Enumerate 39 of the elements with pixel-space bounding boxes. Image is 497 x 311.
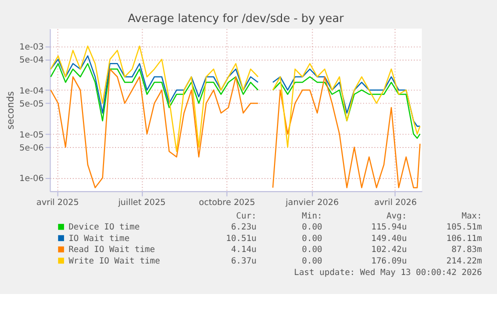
text: Last update: Wed May 13 00:00:42 2026 (294, 266, 482, 277)
legend-label: Device IO time (68, 222, 140, 232)
text: Avg: (386, 210, 407, 220)
text: 4.14u (231, 244, 256, 254)
y-tick-label: 1e-03 (19, 41, 44, 52)
y-tick-label: 1e-04 (19, 85, 44, 96)
y-tick-label: 5e-04 (19, 54, 44, 65)
x-tick-label: avril 2026 (374, 196, 417, 207)
text: 0.00 (302, 244, 322, 254)
text: 6.37u (231, 256, 256, 266)
text: 149.40u (371, 232, 407, 243)
y-tick-label: 1e-06 (19, 173, 44, 184)
text: Cur: (236, 210, 256, 220)
chart-title: Average latency for /dev/sde - by year (128, 12, 344, 26)
text: 214.22m (446, 256, 482, 266)
y-axis-title: seconds (6, 91, 17, 130)
text: 6.23u (231, 222, 256, 232)
text: 106.11m (446, 232, 482, 243)
text: 176.09u (371, 256, 407, 266)
y-tick-label: 5e-05 (19, 98, 44, 109)
y-tick-label: 5e-06 (19, 142, 44, 153)
legend-label: Write IO Wait time (68, 256, 160, 266)
x-tick-label: juillet 2025 (117, 196, 166, 207)
x-tick-label: janvier 2026 (284, 196, 339, 207)
y-tick-label: 1e-05 (19, 129, 44, 140)
text: 10.51u (226, 232, 256, 243)
x-tick-label: octobre 2025 (198, 196, 256, 207)
text: 0.00 (302, 256, 322, 266)
text: Min: (302, 210, 322, 220)
text: Max: (462, 210, 482, 220)
legend-label: IO Wait time (68, 232, 130, 243)
text: 0.00 (302, 222, 322, 232)
text: 87.83m (451, 244, 482, 254)
legend-label: Read IO Wait time (68, 244, 155, 254)
text: 115.94u (371, 222, 407, 232)
text: 0.00 (302, 232, 322, 243)
text: 105.51m (446, 222, 482, 232)
x-tick-label: avril 2025 (36, 196, 79, 207)
text: 102.42u (371, 244, 407, 254)
